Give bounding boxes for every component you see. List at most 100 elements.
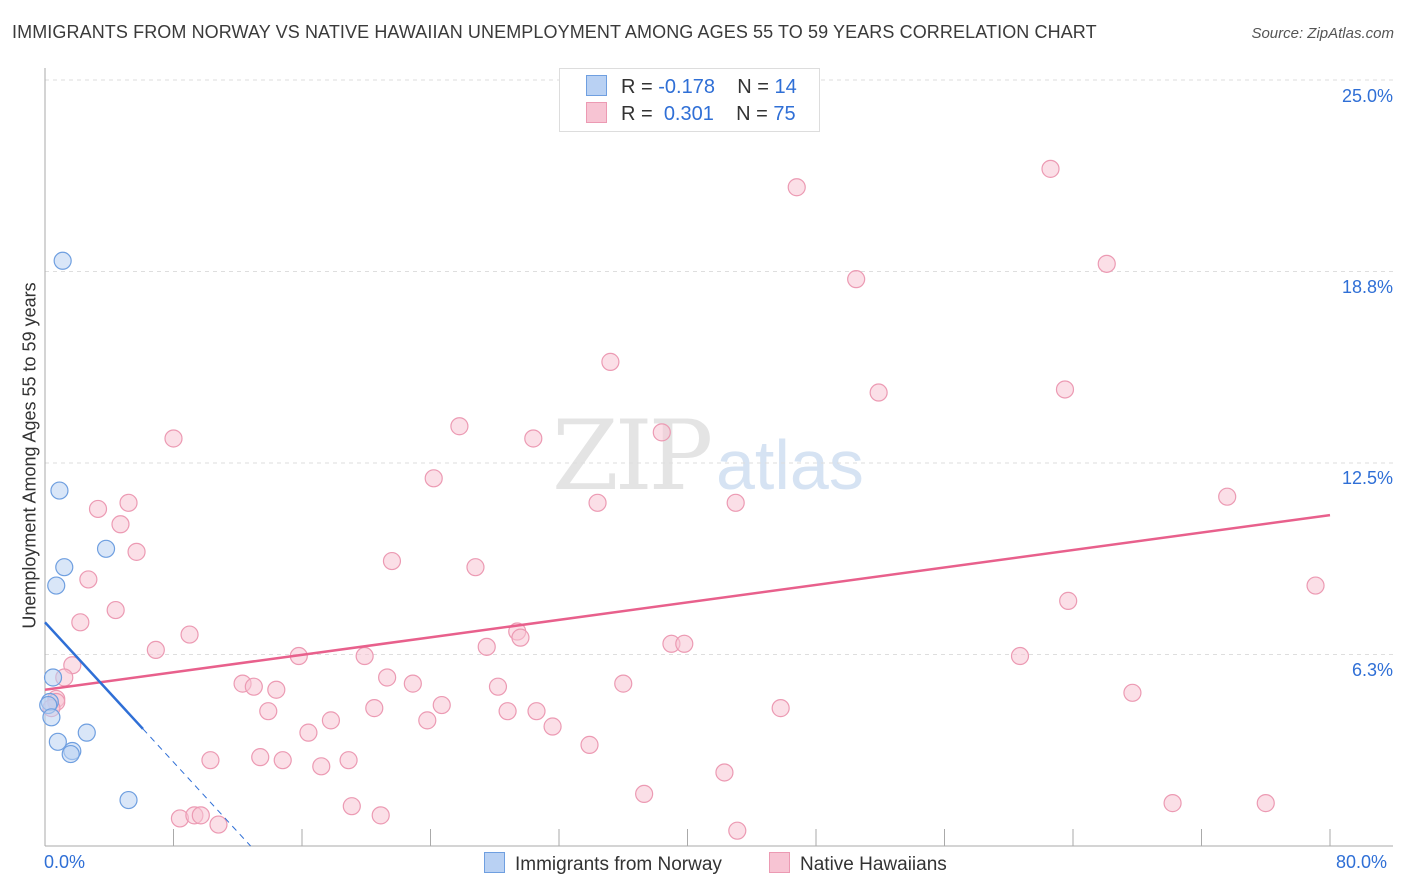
data-point-hawaiian — [191, 806, 210, 825]
legend-label: Immigrants from Norway — [515, 854, 722, 875]
y-tick-label: 25.0% — [1341, 86, 1393, 106]
data-point-hawaiian — [1163, 794, 1182, 813]
data-point-hawaiian — [1097, 254, 1116, 273]
data-point-hawaiian — [382, 551, 402, 571]
legend-row-norway: R = -0.178 N = 14 — [586, 75, 797, 99]
data-point-hawaiian — [715, 763, 734, 782]
y-tick-label: 6.3% — [1351, 660, 1393, 680]
legend-item-hawaiian[interactable]: Native Hawaiians — [769, 852, 947, 876]
data-point-hawaiian — [1055, 380, 1075, 399]
legend-item-norway[interactable]: Immigrants from Norway — [484, 852, 722, 876]
data-point-hawaiian — [1218, 487, 1237, 506]
data-point-norway — [119, 790, 138, 810]
data-point-hawaiian — [726, 493, 745, 512]
correlation-legend: R = -0.178 N = 14 R = 0.301 N = 75 — [559, 68, 820, 132]
legend-swatch-pink — [769, 852, 790, 873]
data-point-hawaiian — [201, 751, 220, 770]
data-point-hawaiian — [477, 637, 496, 656]
data-point-norway — [77, 723, 96, 742]
data-point-norway — [43, 668, 63, 687]
data-point-norway — [47, 576, 66, 595]
data-point-hawaiian — [267, 680, 286, 699]
legend-swatch-blue — [484, 852, 505, 873]
data-point-norway — [61, 744, 80, 764]
watermark-atlas: atlas — [716, 426, 864, 504]
data-point-hawaiian — [450, 417, 469, 436]
data-point-hawaiian — [614, 674, 633, 693]
data-point-hawaiian — [432, 695, 451, 715]
data-point-hawaiian — [71, 613, 90, 632]
data-point-hawaiian — [321, 711, 341, 730]
watermark-zip: ZIP — [552, 400, 713, 512]
data-point-hawaiian — [164, 429, 183, 448]
data-point-hawaiian — [1059, 591, 1078, 610]
data-point-hawaiian — [424, 469, 443, 488]
data-point-norway — [53, 251, 72, 270]
data-point-hawaiian — [1123, 683, 1142, 702]
data-point-norway — [50, 481, 69, 500]
legend-label: Native Hawaiians — [800, 854, 947, 875]
data-point-hawaiian — [580, 735, 599, 754]
data-point-hawaiian — [524, 429, 543, 448]
data-point-hawaiian — [652, 423, 671, 442]
trend-line-hawaiian — [44, 513, 1331, 691]
data-point-hawaiian — [339, 751, 358, 770]
r-label: R = — [621, 103, 653, 125]
legend-row-hawaiian: R = 0.301 N = 75 — [586, 102, 796, 126]
data-point-hawaiian — [675, 634, 694, 653]
data-point-hawaiian — [1256, 794, 1275, 813]
data-point-hawaiian — [244, 677, 263, 696]
n-label: N = — [737, 76, 769, 98]
r-label: R = — [621, 76, 653, 98]
data-point-hawaiian — [371, 806, 390, 825]
data-point-hawaiian — [728, 821, 747, 840]
r-value: 0.301 — [663, 103, 714, 125]
chart-title: IMMIGRANTS FROM NORWAY VS NATIVE HAWAIIA… — [12, 22, 1097, 42]
data-point-hawaiian — [1041, 159, 1060, 178]
data-point-hawaiian — [355, 646, 374, 666]
data-point-hawaiian — [488, 677, 508, 696]
y-tick-label: 18.8% — [1341, 277, 1393, 297]
data-point-hawaiian — [209, 815, 228, 834]
data-point-hawaiian — [771, 699, 790, 718]
data-point-hawaiian — [378, 668, 397, 687]
n-value: 14 — [774, 76, 797, 98]
x-tick-label-min: 0.0% — [44, 852, 86, 872]
data-point-hawaiian — [527, 702, 546, 721]
data-point-hawaiian — [635, 784, 654, 804]
data-point-hawaiian — [79, 570, 98, 589]
data-point-hawaiian — [273, 751, 292, 770]
data-point-hawaiian — [601, 352, 620, 371]
data-point-hawaiian — [418, 711, 437, 730]
data-point-hawaiian — [588, 493, 607, 512]
data-point-hawaiian — [1306, 576, 1325, 595]
legend-swatch-blue — [586, 75, 607, 96]
data-point-hawaiian — [106, 600, 125, 620]
data-point-hawaiian — [342, 797, 361, 816]
n-value: 75 — [773, 103, 796, 125]
data-point-norway — [55, 558, 74, 577]
data-point-hawaiian — [365, 699, 384, 718]
data-point-hawaiian — [466, 558, 485, 577]
data-point-norway — [42, 708, 61, 727]
legend-swatch-pink — [586, 102, 607, 123]
data-point-hawaiian — [787, 178, 806, 197]
data-point-hawaiian — [251, 748, 270, 767]
r-value: -0.178 — [658, 76, 715, 98]
trend-line-norway — [44, 621, 144, 730]
data-point-hawaiian — [119, 493, 138, 512]
data-point-norway — [96, 539, 116, 558]
data-point-hawaiian — [312, 757, 331, 776]
data-point-hawaiian — [111, 515, 130, 534]
data-point-norway — [48, 732, 67, 751]
data-point-hawaiian — [127, 542, 146, 561]
data-point-hawaiian — [146, 640, 165, 660]
data-point-hawaiian — [403, 674, 422, 693]
data-point-hawaiian — [511, 628, 530, 647]
data-point-hawaiian — [847, 270, 866, 289]
n-label: N = — [736, 103, 768, 125]
data-point-hawaiian — [498, 702, 517, 721]
data-point-hawaiian — [869, 383, 888, 402]
trend-line-norway-extension — [142, 728, 251, 847]
